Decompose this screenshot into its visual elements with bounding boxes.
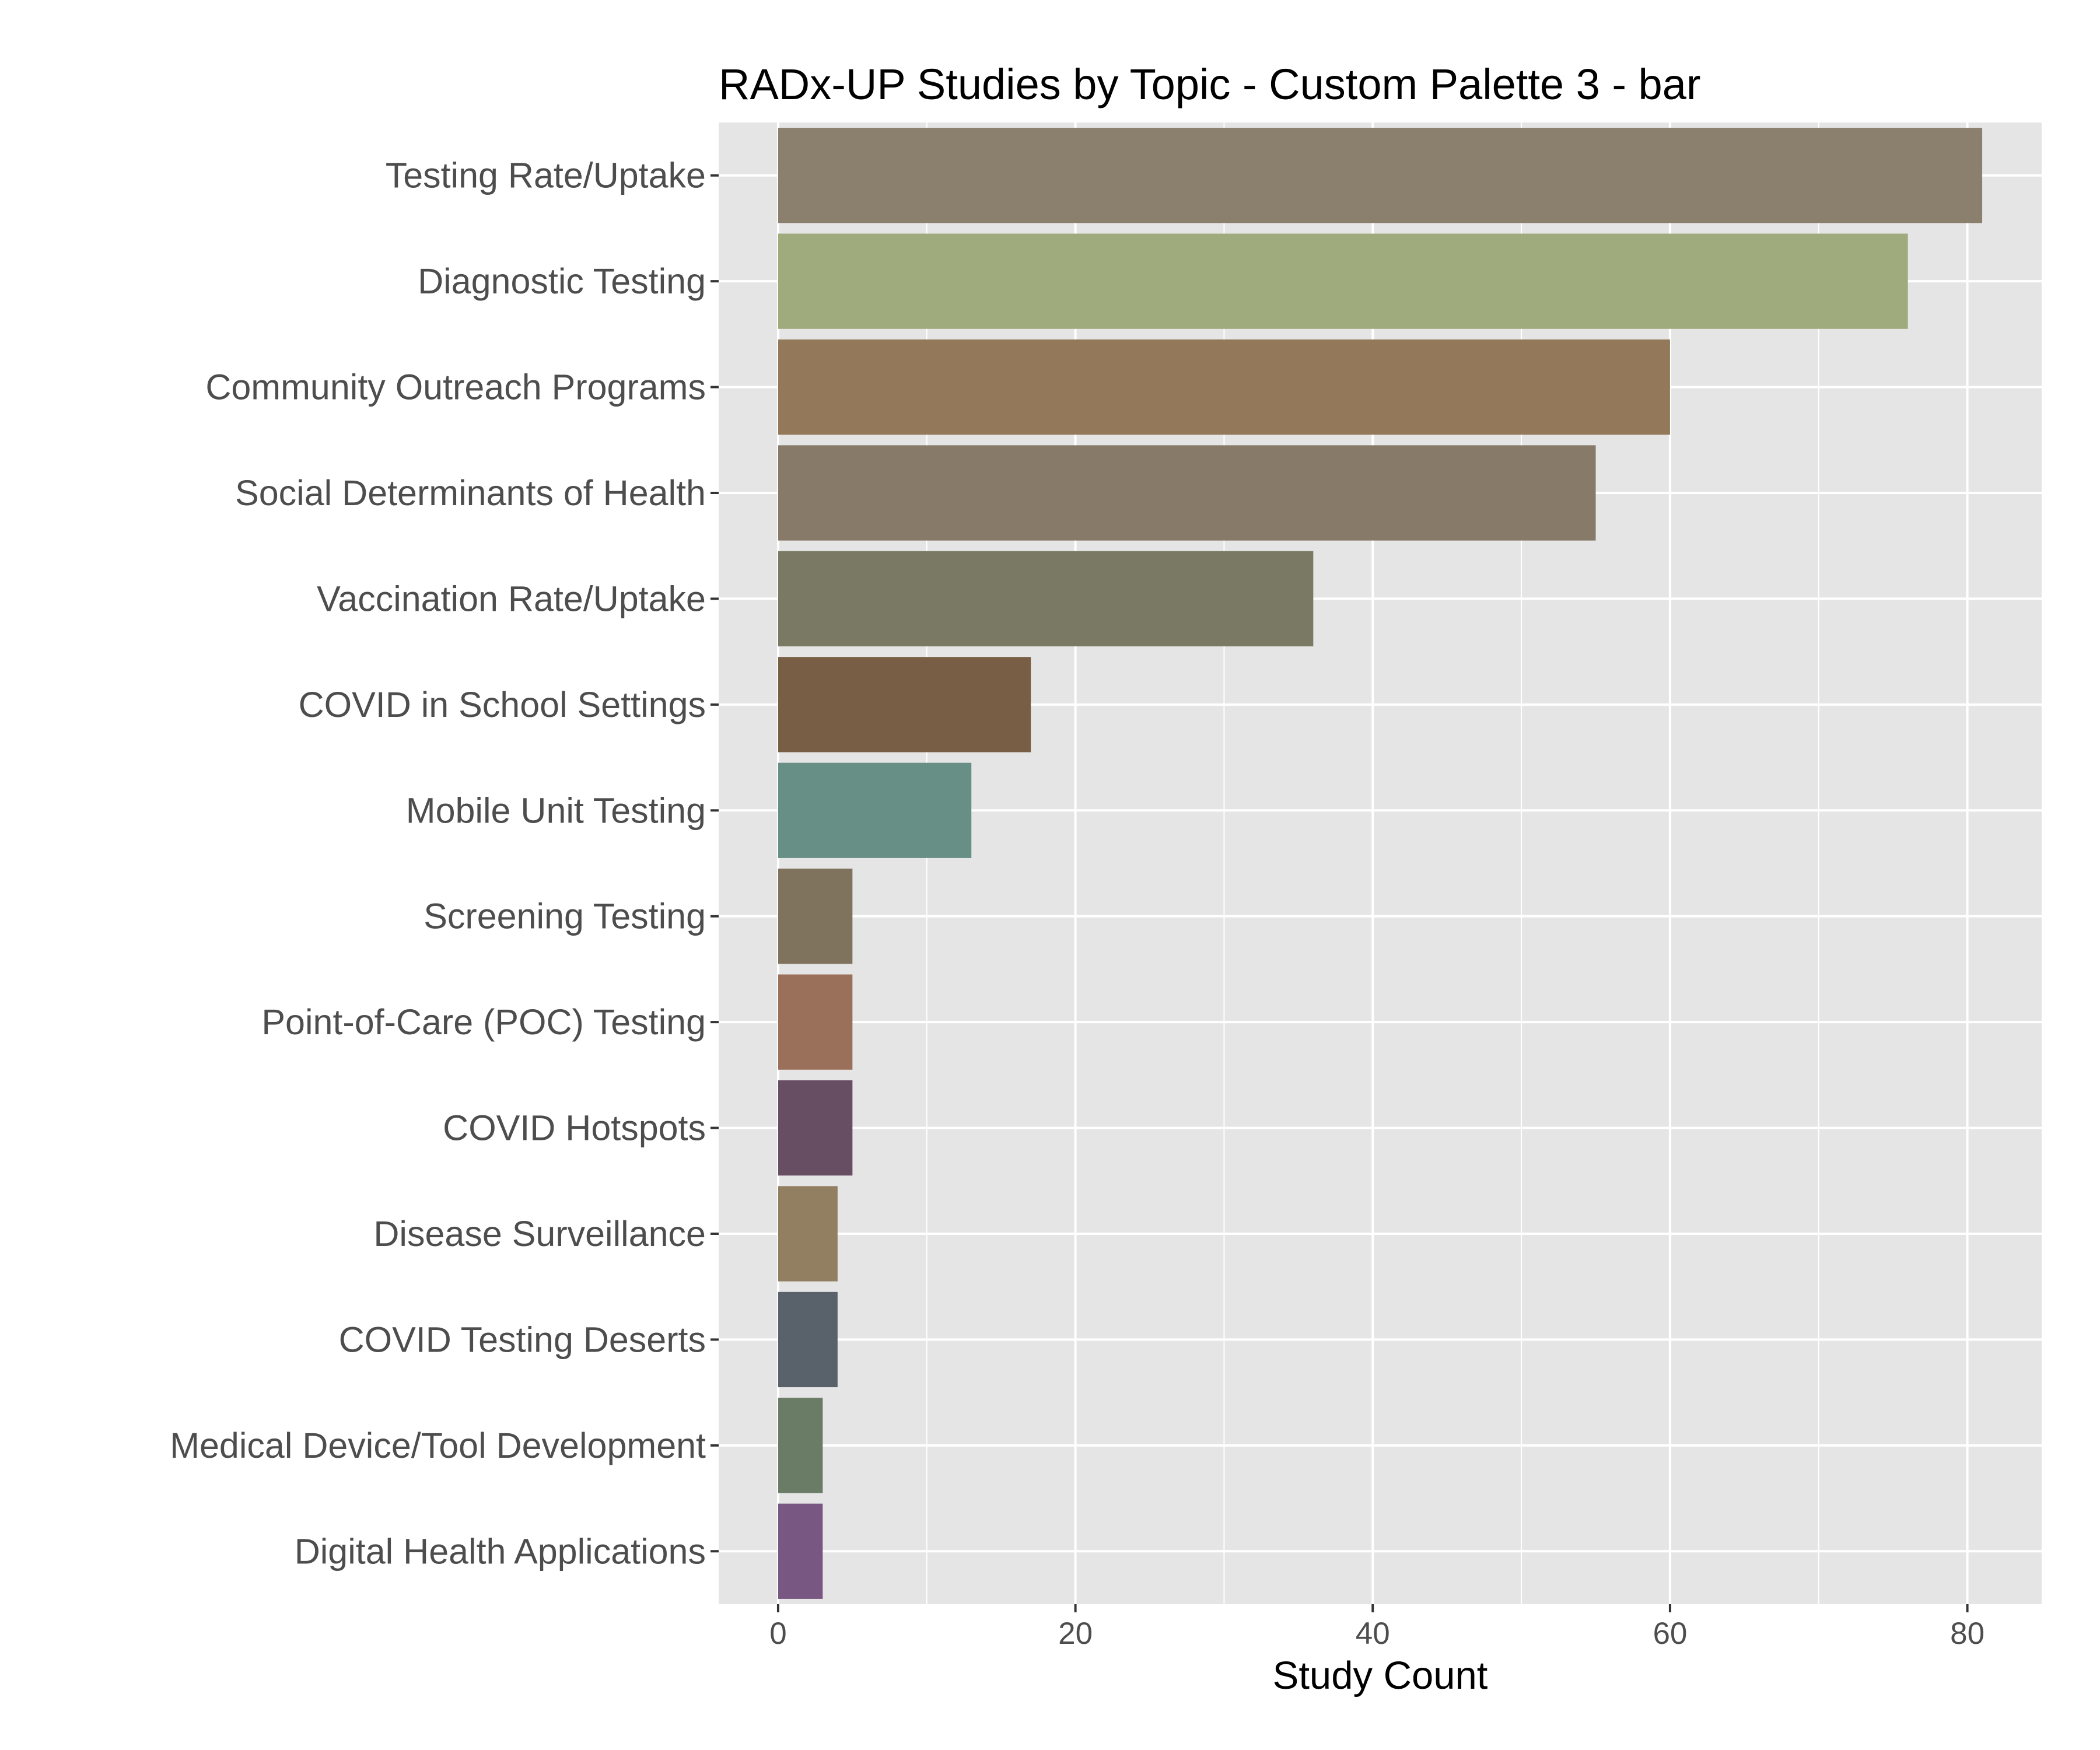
y-tick-label: COVID Testing Deserts (339, 1320, 706, 1359)
bars (778, 128, 1983, 1599)
y-tick-label: Point-of-Care (POC) Testing (261, 1002, 706, 1042)
y-axis: Testing Rate/Uptake Diagnostic Testing Com… (170, 156, 719, 1571)
bar (778, 762, 972, 858)
y-tick-label: Social Determinants of Health (235, 473, 706, 513)
x-tick-label: 20 (1058, 1616, 1093, 1651)
x-axis-title: Study Count (1273, 1654, 1488, 1698)
x-tick-label: 0 (769, 1616, 786, 1651)
y-tick-label: Mobile Unit Testing (406, 790, 706, 830)
y-tick-label: Testing Rate/Uptake (386, 156, 706, 195)
bar (778, 233, 1908, 329)
x-tick-label: 80 (1950, 1616, 1985, 1651)
bar (778, 1503, 823, 1599)
bar (778, 869, 853, 964)
y-tick-label: Screening Testing (424, 897, 706, 936)
bar (778, 657, 1031, 752)
y-tick-label: Medical Device/Tool Development (170, 1426, 706, 1465)
y-tick-label: Community Outreach Programs (205, 368, 706, 407)
y-tick-label: Disease Surveillance (373, 1214, 706, 1254)
y-tick-label: Vaccination Rate/Uptake (317, 579, 706, 618)
bar (778, 974, 853, 1070)
y-tick-label: COVID in School Settings (299, 685, 706, 724)
x-axis: 0 20 40 60 80 (769, 1604, 1985, 1651)
bar (778, 1398, 823, 1493)
bar (778, 551, 1314, 647)
bar (778, 1080, 853, 1176)
bar (778, 445, 1596, 541)
bar (778, 339, 1670, 435)
x-tick-label: 60 (1653, 1616, 1687, 1651)
bar (778, 1292, 838, 1388)
y-tick-label: COVID Hotspots (443, 1108, 706, 1148)
bar (778, 1186, 838, 1282)
chart-title: RADx-UP Studies by Topic - Custom Palett… (719, 60, 1701, 108)
x-tick-label: 40 (1356, 1616, 1390, 1651)
bar (778, 128, 1983, 223)
y-tick-label: Diagnostic Testing (418, 261, 706, 301)
y-tick-label: Digital Health Applications (295, 1531, 706, 1571)
